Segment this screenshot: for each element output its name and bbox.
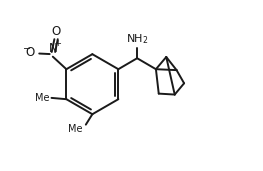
Text: Me: Me bbox=[68, 124, 83, 134]
Text: NH$_2$: NH$_2$ bbox=[126, 32, 148, 46]
Text: O: O bbox=[26, 46, 35, 59]
Text: N: N bbox=[48, 42, 57, 55]
Text: Me: Me bbox=[35, 93, 49, 103]
Text: +: + bbox=[54, 39, 61, 48]
Text: O: O bbox=[51, 25, 60, 38]
Text: −: − bbox=[23, 44, 31, 54]
